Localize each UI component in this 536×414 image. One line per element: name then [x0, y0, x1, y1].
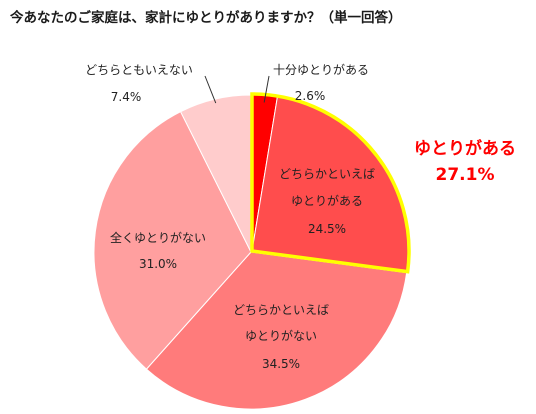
slice-label-somewhat-yes: どちらかといえば — [279, 167, 375, 181]
highlight-label: ゆとりがある — [414, 138, 516, 159]
pie-slices — [93, 93, 410, 410]
highlight-outline — [250, 92, 411, 274]
leader-lines — [204, 75, 270, 104]
chart-title: 今あなたのご家庭は、家計にゆとりがありますか？（単一回答） — [10, 10, 402, 26]
leader-line-sufficient — [263, 75, 270, 103]
slice-label-somewhat-yes-2: ゆとりがある — [291, 193, 363, 208]
slice-value-none: 31.0% — [139, 257, 177, 271]
slice-label-somewhat-no-2: ゆとりがない — [245, 328, 317, 343]
slice-value-somewhat-yes: 24.5% — [308, 222, 346, 236]
slice-label-none: 全くゆとりがない — [110, 230, 206, 245]
slice-value-neither: 7.4% — [111, 90, 142, 104]
highlight-value: 27.1% — [436, 165, 495, 185]
pie-slice-3 — [93, 110, 252, 370]
slice-label-neither: どちらともいえない — [85, 63, 193, 77]
slice-value-somewhat-no: 34.5% — [262, 357, 300, 371]
leader-line-neither — [204, 75, 217, 104]
pie-slice-2 — [145, 251, 408, 410]
slice-value-sufficient: 2.6% — [295, 89, 326, 103]
pie-slice-1 — [251, 95, 410, 273]
slice-label-sufficient: 十分ゆとりがある — [273, 62, 369, 77]
slice-label-somewhat-no: どちらかといえば — [233, 303, 329, 317]
